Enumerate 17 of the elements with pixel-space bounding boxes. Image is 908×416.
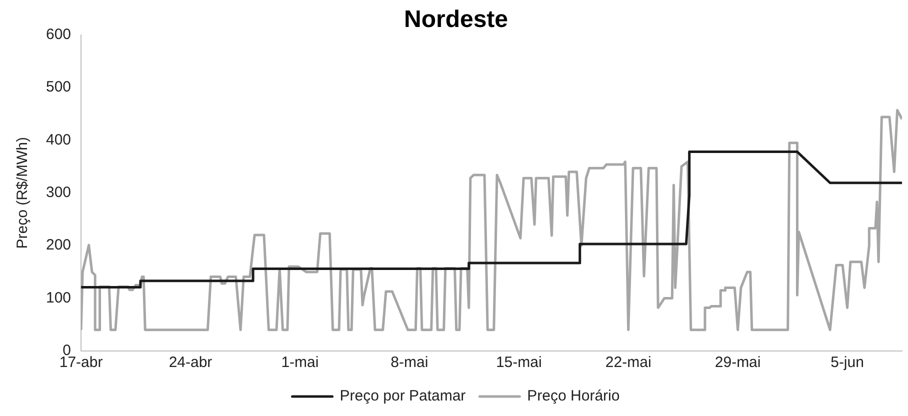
y-tick-label: 500 (46, 78, 72, 96)
x-tick-label: 29-mai (714, 354, 761, 372)
y-tick-label: 600 (46, 26, 72, 43)
y-tick-label: 400 (46, 131, 72, 148)
x-tick-label: 15-mai (496, 354, 542, 372)
x-tick-label: 24-abr (168, 354, 212, 372)
y-tick-label: 300 (46, 184, 72, 202)
x-tick-label: 5-jun (830, 354, 864, 372)
x-tick-label: 22-mai (605, 354, 652, 372)
x-tick-label: 8-mai (390, 354, 428, 372)
chart-title: Nordeste (404, 6, 508, 34)
legend-label: Preço Horário (527, 388, 620, 405)
x-tick-label: 1-mai (281, 354, 319, 372)
y-axis-title: Preço (R$/MWh) (14, 137, 32, 249)
legend-label: Preço por Patamar (340, 388, 466, 405)
y-tick-label: 100 (46, 289, 72, 306)
y-tick-label: 200 (46, 236, 72, 254)
